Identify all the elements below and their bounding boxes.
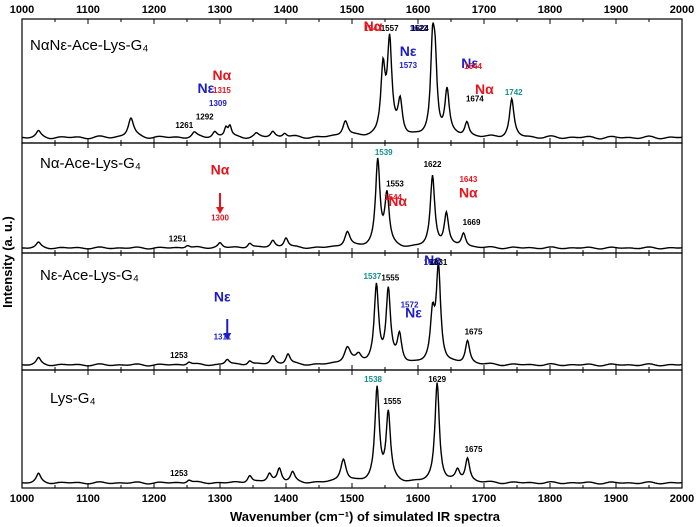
peak-annotation: Nα	[364, 18, 383, 34]
peak-annotation: 1300	[211, 214, 229, 223]
x-tick-label: 1000	[10, 493, 34, 505]
peak-annotation: 1669	[463, 218, 481, 227]
peak-annotation: 1675	[465, 327, 483, 336]
peak-annotation: 1544	[384, 193, 402, 202]
peak-annotation: 1675	[465, 445, 483, 454]
peak-annotation: 1624	[411, 24, 429, 33]
spectra-panels: NαNε-Ace-Lys-G₄12611292Nε1309Nα13151557N…	[21, 18, 683, 489]
peak-annotation: Nε	[214, 288, 231, 304]
peak-arrow	[223, 319, 232, 340]
peak-arrow	[216, 193, 224, 214]
x-tick-label: 1400	[274, 493, 298, 505]
panel-label: Nε-Ace-Lys-G₄	[40, 267, 139, 284]
peak-annotation: 1253	[170, 469, 188, 478]
peak-annotation: 1315	[213, 86, 231, 95]
x-tick-label: 1800	[538, 493, 562, 505]
x-tick-label: 1300	[208, 493, 232, 505]
peak-annotation: 1261	[175, 121, 193, 130]
peak-annotation: 1572	[401, 300, 419, 309]
peak-annotation: 1292	[196, 112, 214, 121]
peak-annotation: 1555	[381, 274, 399, 283]
peak-annotation: 1253	[170, 351, 188, 360]
x-tick-label: 1200	[142, 493, 166, 505]
x-tick-label: 1600	[406, 493, 430, 505]
peak-annotation: Nε	[198, 80, 215, 96]
peak-annotation: 1622	[424, 160, 442, 169]
peak-annotation: 1557	[381, 24, 399, 33]
peak-annotation: 1674	[466, 95, 484, 104]
peak-annotation: 1631	[430, 258, 448, 267]
peak-annotation: 1309	[209, 99, 227, 108]
x-tick-label: 1700	[472, 493, 496, 505]
peak-annotation: 1573	[399, 61, 417, 70]
peak-annotation: Nα	[388, 193, 407, 209]
panel-label: Nα-Ace-Lys-G₄	[40, 155, 141, 172]
panel-2: Nα-Ace-Lys-G₄1251Nα13001539Nα15441553162…	[21, 142, 683, 254]
x-tick-label: 1900	[604, 4, 628, 16]
peak-annotation: 1644	[464, 62, 482, 71]
x-tick-labels-bottom: 1000 1100 1200 1300 1400 1500 1600 1700 1800 1900…	[10, 493, 694, 505]
peak-annotation: Nε	[400, 43, 417, 59]
peak-annotation: 1538	[364, 375, 382, 384]
peak-annotation: 1251	[169, 235, 187, 244]
peak-annotation: 1311	[214, 332, 232, 341]
peak-annotation: 1622	[424, 258, 442, 267]
peak-annotation: 1629	[428, 375, 446, 384]
x-tick-label: 1100	[76, 493, 100, 505]
peak-annotation: Nε	[461, 55, 478, 71]
spectrum-line	[22, 262, 682, 367]
x-tick-label: 1900	[604, 493, 628, 505]
peak-annotation: Nα	[213, 67, 232, 83]
x-tick-label: 1300	[208, 4, 232, 16]
x-tick-label: 1500	[340, 4, 364, 16]
peak-annotation: Nα	[211, 162, 230, 178]
y-axis-label: Intensity (a. u.)	[0, 216, 15, 308]
peak-annotation: 1622	[410, 24, 428, 33]
peak-annotation: 1555	[383, 397, 401, 406]
peak-annotation: 1547	[364, 24, 382, 33]
peak-annotation: Nε	[405, 304, 422, 320]
x-tick-label: 1700	[472, 4, 496, 16]
x-axis-label: Wavenumber (cm⁻¹) of simulated IR spectr…	[230, 509, 501, 524]
x-tick-label: 1200	[142, 4, 166, 16]
peak-annotation: 1742	[505, 88, 523, 97]
x-tick-label: 1600	[406, 4, 430, 16]
peak-annotation: 1537	[364, 272, 382, 281]
peak-annotation: Nε	[424, 252, 441, 268]
panel-label: Lys-G₄	[50, 390, 96, 407]
spectrum-line	[22, 22, 683, 140]
panel-label: NαNε-Ace-Lys-G₄	[30, 37, 148, 54]
panel-4: Lys-G₄ 1253 1538 1555 1629 1675	[21, 369, 683, 489]
peak-annotation: 1539	[375, 148, 393, 157]
peak-annotation: Nα	[459, 184, 478, 200]
peak-annotation: 1553	[386, 179, 404, 188]
peak-annotation: Nα	[475, 81, 494, 97]
panel-frame	[21, 369, 683, 489]
x-tick-label: 2000	[670, 493, 694, 505]
x-tick-label: 2000	[670, 4, 694, 16]
x-tick-label: 1400	[274, 4, 298, 16]
peak-annotation: 1643	[459, 175, 477, 184]
panel-1: NαNε-Ace-Lys-G₄12611292Nε1309Nα13151557N…	[21, 18, 683, 144]
x-tick-label: 1500	[340, 493, 364, 505]
x-tick-label: 1100	[76, 4, 100, 16]
x-tick-label: 1800	[538, 4, 562, 16]
spectrum-line	[22, 157, 682, 250]
x-tick-label: 1000	[10, 4, 34, 16]
x-tick-labels-top: 1000 1100 1200 1300 1400 1500 1600 1700 1800 1900…	[10, 4, 694, 16]
spectrum-line	[21, 382, 682, 485]
